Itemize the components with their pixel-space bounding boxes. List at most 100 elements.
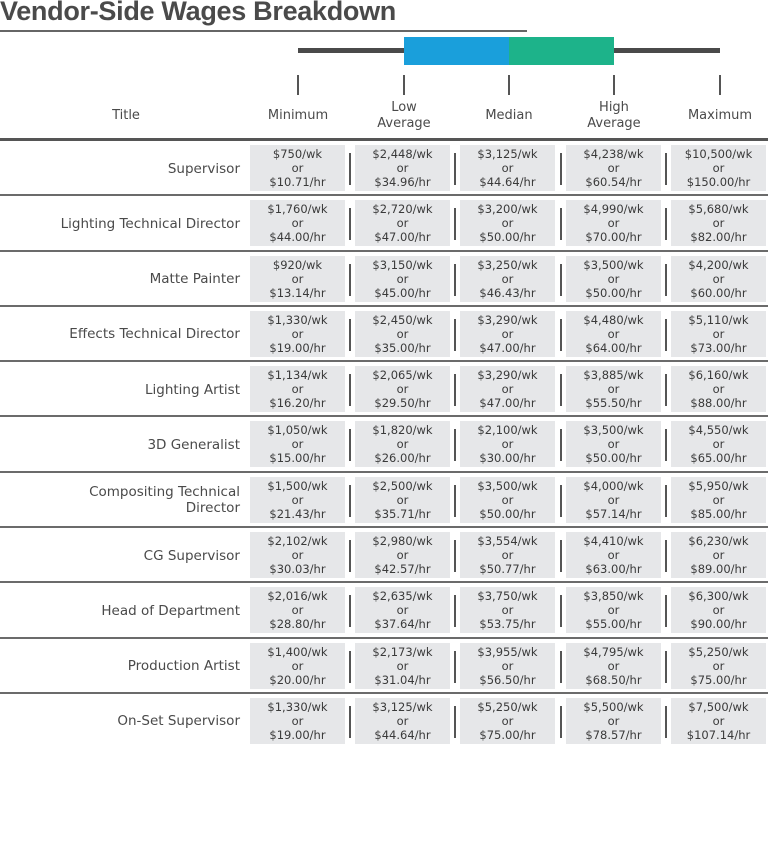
hourly-wage: $19.00/hr [269,727,326,742]
hourly-wage: $60.00/hr [690,285,747,300]
or-label: or [501,548,514,563]
or-label: or [712,326,725,341]
column-divider [665,705,667,738]
wage-cell: $2,448/wk or $34.96/hr [355,145,450,191]
column-divider [560,263,562,296]
table-row: Supervisor $750/wk or $10.71/hr $2,448/wk or $… [0,141,768,197]
weekly-wage: $3,200/wk [477,202,538,217]
weekly-wage: $2,100/wk [477,423,538,438]
wage-cell: $2,980/wk or $42.57/hr [355,532,450,579]
wage-cell: $4,480/wk or $64.00/hr [566,310,661,357]
wage-cell: $4,238/wk or $60.54/hr [566,145,661,191]
or-label: or [607,603,620,618]
or-label: or [396,216,409,231]
wage-cell: $5,950/wk or $85.00/hr [671,476,766,523]
wage-cell: $5,110/wk or $73.00/hr [671,310,766,357]
job-title: Matte Painter [149,271,240,288]
row-separator [0,470,768,473]
or-label: or [501,437,514,452]
column-divider [665,318,667,351]
hourly-wage: $47.00/hr [479,340,536,355]
or-label: or [291,216,304,231]
or-label: or [291,658,304,673]
job-title: Supervisor [167,160,240,177]
row-separator [0,194,768,197]
weekly-wage: $5,110/wk [688,312,749,327]
or-label: or [501,326,514,341]
or-label: or [396,271,409,286]
column-divider [454,153,456,185]
hourly-wage: $31.04/hr [374,672,431,687]
column-header: Median [485,108,533,123]
column-divider [665,208,667,241]
or-label: or [607,492,620,507]
hourly-wage: $15.00/hr [269,451,326,466]
or-label: or [712,658,725,673]
tick-low-average [403,75,405,95]
or-label: or [396,603,409,618]
weekly-wage: $2,635/wk [372,589,433,604]
hourly-wage: $30.00/hr [479,451,536,466]
hourly-wage: $64.00/hr [585,340,642,355]
hourly-wage: $28.80/hr [269,617,326,632]
weekly-wage: $5,680/wk [688,202,749,217]
wage-cell: $3,554/wk or $50.77/hr [460,532,555,579]
wage-cell: $750/wk or $10.71/hr [250,145,345,191]
or-label: or [607,271,620,286]
or-label: or [501,271,514,286]
hourly-wage: $88.00/hr [690,396,747,411]
table-row: Lighting Artist $1,134/wk or $16.20/hr $2,06… [0,362,768,418]
or-label: or [712,271,725,286]
wage-cell: $2,500/wk or $35.71/hr [355,476,450,523]
column-divider [665,263,667,296]
weekly-wage: $3,955/wk [477,644,538,659]
column-divider [349,705,351,738]
column-divider [349,650,351,683]
or-label: or [291,382,304,397]
job-title: Effects Technical Director [69,326,240,343]
or-label: or [712,216,725,231]
job-title: Head of Department [101,602,240,619]
column-divider [349,208,351,241]
column-divider [349,153,351,185]
job-title: On-Set Supervisor [117,713,240,730]
or-label: or [291,326,304,341]
weekly-wage: $3,750/wk [477,589,538,604]
weekly-wage: $5,250/wk [477,699,538,714]
hourly-wage: $42.57/hr [374,562,431,577]
column-divider [454,484,456,517]
hourly-wage: $34.96/hr [374,175,431,189]
wage-cell: $2,065/wk or $29.50/hr [355,366,450,413]
or-label: or [712,548,725,563]
wage-cell: $2,016/wk or $28.80/hr [250,587,345,634]
column-divider [349,318,351,351]
hourly-wage: $50.77/hr [479,562,536,577]
wage-cell: $4,990/wk or $70.00/hr [566,200,661,247]
wage-cell: $5,250/wk or $75.00/hr [460,697,555,744]
weekly-wage: $3,125/wk [477,147,538,161]
hourly-wage: $44.64/hr [374,727,431,742]
or-label: or [607,326,620,341]
hourly-wage: $150.00/hr [686,175,751,189]
wage-cell: $1,400/wk or $20.00/hr [250,642,345,689]
weekly-wage: $1,820/wk [372,423,433,438]
wage-cell: $4,200/wk or $60.00/hr [671,255,766,302]
wage-cell: $1,330/wk or $19.00/hr [250,697,345,744]
column-divider [560,208,562,241]
or-label: or [396,492,409,507]
column-divider [560,429,562,462]
or-label: or [291,492,304,507]
wage-cell: $1,760/wk or $44.00/hr [250,200,345,247]
or-label: or [712,713,725,728]
or-label: or [712,161,725,175]
hourly-wage: $73.00/hr [690,340,747,355]
tick-minimum [297,75,299,95]
wage-cell: $4,410/wk or $63.00/hr [566,532,661,579]
column-divider [454,208,456,241]
wage-cell: $3,125/wk or $44.64/hr [460,145,555,191]
hourly-wage: $107.14/hr [686,727,751,742]
weekly-wage: $3,500/wk [477,478,538,493]
weekly-wage: $2,448/wk [372,147,433,161]
wage-cell: $4,550/wk or $65.00/hr [671,421,766,468]
weekly-wage: $3,290/wk [477,368,538,383]
